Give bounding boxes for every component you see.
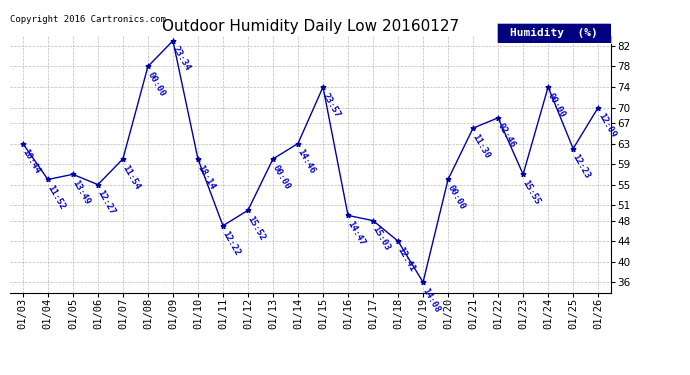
Point [417,279,428,285]
Point [568,146,579,152]
Text: Copyright 2016 Cartronics.com: Copyright 2016 Cartronics.com [10,15,166,24]
Point [68,171,79,177]
Text: 14:47: 14:47 [346,220,367,248]
Text: 10:44: 10:44 [21,148,42,176]
Text: 00:00: 00:00 [146,70,167,98]
Text: 02:46: 02:46 [496,122,517,150]
Point [493,115,504,121]
Point [468,125,479,131]
Point [217,223,228,229]
Text: 11:54: 11:54 [121,163,142,191]
Point [242,207,253,213]
Text: 15:55: 15:55 [521,178,542,206]
Point [593,105,604,111]
Text: 12:09: 12:09 [596,112,617,140]
Text: 11:30: 11:30 [471,132,492,160]
Text: Humidity  (%): Humidity (%) [510,28,598,38]
Point [92,182,104,188]
Text: 15:52: 15:52 [246,214,267,242]
Point [268,156,279,162]
Point [542,84,553,90]
Text: 00:00: 00:00 [446,184,467,211]
Point [42,177,53,183]
Text: 23:57: 23:57 [321,91,342,119]
Point [442,177,453,183]
Text: 23:34: 23:34 [170,45,192,73]
Text: 12:23: 12:23 [571,153,592,181]
Point [518,171,529,177]
Point [142,63,153,69]
Point [368,217,379,223]
Text: 12:27: 12:27 [96,189,117,216]
Title: Outdoor Humidity Daily Low 20160127: Outdoor Humidity Daily Low 20160127 [162,20,459,34]
Point [342,212,353,218]
Text: 14:08: 14:08 [421,286,442,314]
Text: 15:03: 15:03 [371,225,392,252]
Text: 00:00: 00:00 [270,163,292,191]
Text: 14:46: 14:46 [296,148,317,176]
Text: 12:41: 12:41 [396,245,417,273]
Point [317,84,328,90]
Point [117,156,128,162]
Text: 11:52: 11:52 [46,184,67,211]
Text: 12:22: 12:22 [221,230,242,258]
Text: 13:49: 13:49 [70,178,92,206]
Text: 18:14: 18:14 [196,163,217,191]
Point [168,38,179,44]
Point [193,156,204,162]
Text: 00:00: 00:00 [546,91,567,119]
Point [393,238,404,244]
Point [293,141,304,147]
Point [17,141,28,147]
